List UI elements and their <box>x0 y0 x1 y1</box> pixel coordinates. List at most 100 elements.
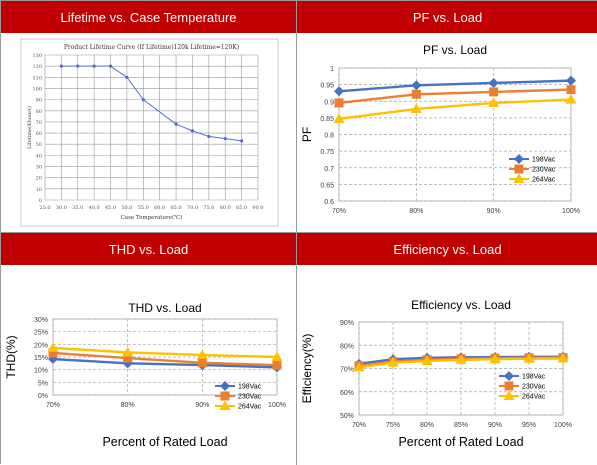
y-axis-label: Lifetime(Khours) <box>26 106 33 149</box>
data-point <box>123 353 133 363</box>
thd-panel: THD vs. Load 0% 5% 10% 15% 20% 25% 30% 70% 80% 90… <box>1 233 297 465</box>
data-point <box>421 355 433 366</box>
legend-marker <box>220 391 230 401</box>
data-point <box>92 64 96 68</box>
y-tick-label: 10% <box>34 368 48 375</box>
y-tick-label: 50 <box>36 142 42 148</box>
y-tick-label: 0.8 <box>324 133 334 140</box>
series-line <box>52 346 278 359</box>
y-tick-label: 100 <box>32 86 42 92</box>
data-point <box>223 137 227 141</box>
legend-label: 198Vac <box>532 157 556 164</box>
y-tick-label: 70 <box>36 120 42 126</box>
y-tick-label: 80 <box>36 109 42 115</box>
x-tick-label: 90.0 <box>252 205 263 211</box>
series-line <box>338 98 572 121</box>
legend-marker <box>514 154 524 164</box>
x-tick-label: 70% <box>46 402 60 409</box>
y-tick-label: 120 <box>32 64 42 70</box>
y-axis-label: Efficiency(%) <box>300 334 314 404</box>
data-point <box>59 64 63 68</box>
legend-marker <box>504 381 514 391</box>
legend-marker <box>220 381 230 391</box>
data-point <box>411 89 421 99</box>
data-point <box>76 64 80 68</box>
data-point <box>333 113 345 123</box>
data-point <box>190 129 195 133</box>
y-tick-label: 0 <box>39 198 42 204</box>
lifetime-panel: Lifetime vs. Case Temperature 25.0 30.0 35… <box>1 1 297 233</box>
data-point <box>122 346 134 357</box>
legend-label: 230Vac <box>522 384 546 391</box>
series-line <box>338 79 572 93</box>
efficiency-panel: Efficiency vs. Load 50% 60% 70% 80% 90% 70% 75… <box>297 233 597 465</box>
data-point <box>108 64 113 68</box>
pf-header: PF vs. Load <box>297 1 597 33</box>
x-tick-label: 60.0 <box>154 205 165 211</box>
y-tick-label: 130 <box>32 53 42 59</box>
data-point <box>48 348 58 358</box>
data-point <box>566 75 576 86</box>
series-line <box>52 351 278 367</box>
x-tick-label: 90% <box>488 422 502 429</box>
data-point <box>334 98 344 108</box>
y-axis-label: THD(%) <box>4 335 18 378</box>
chart-title: Efficiency vs. Load <box>411 298 511 312</box>
x-tick-label: 100% <box>268 402 286 409</box>
y-tick-label: 0.7 <box>324 166 334 173</box>
y-tick-label: 5% <box>38 380 48 387</box>
x-tick-label: 75% <box>386 422 400 429</box>
x-tick-label: 90% <box>487 208 501 215</box>
x-tick-label: 35.0 <box>72 205 83 211</box>
chart-title: Product Lifetime Curve (If Lifetime)120k… <box>64 44 239 51</box>
lifetime-header: Lifetime vs. Case Temperature <box>1 1 296 33</box>
data-point <box>557 353 569 363</box>
y-tick-label: 0.85 <box>320 116 334 123</box>
x-tick-label: 55.0 <box>138 205 149 211</box>
y-tick-label: 90% <box>340 320 354 327</box>
x-tick-label: 30.0 <box>56 205 67 211</box>
series-line <box>52 357 278 369</box>
y-tick-label: 0.6 <box>324 199 334 206</box>
y-tick-label: 30% <box>34 317 48 324</box>
pf-panel: PF vs. Load 0.6 0.65 0.7 0.75 0.8 0.85 0.9 0.95… <box>297 1 597 233</box>
x-tick-label: 100% <box>554 422 572 429</box>
y-tick-label: 0.95 <box>320 83 334 90</box>
y-tick-label: 20 <box>36 176 42 182</box>
y-tick-label: 25% <box>34 330 48 337</box>
x-tick-label: 80.0 <box>220 205 231 211</box>
x-tick-label: 90% <box>195 402 209 409</box>
legend-label: 230Vac <box>238 394 262 401</box>
x-tick-label: 100% <box>562 208 580 215</box>
data-point <box>566 85 576 95</box>
data-point <box>271 351 283 361</box>
y-tick-label: 90 <box>36 98 42 104</box>
x-tick-label: 70% <box>332 208 346 215</box>
y-tick-label: 80% <box>340 343 354 350</box>
data-point <box>455 354 467 364</box>
legend-label: 264Vac <box>522 394 546 401</box>
pf-chart: 0.6 0.65 0.7 0.75 0.8 0.85 0.9 0.95 1 70% 80% 90% 10… <box>300 43 580 215</box>
legend-label: 264Vac <box>238 404 262 411</box>
x-tick-label: 45.0 <box>105 205 116 211</box>
series-line <box>338 88 572 105</box>
x-tick-label: 70% <box>352 422 366 429</box>
x-tick-label: 80% <box>409 208 423 215</box>
x-tick-label: 50.0 <box>121 205 132 211</box>
legend-marker <box>503 390 515 400</box>
legend-label: 198Vac <box>238 384 262 391</box>
y-tick-label: 0% <box>38 393 48 400</box>
data-point <box>207 134 211 139</box>
y-tick-label: 0.9 <box>324 99 334 106</box>
y-tick-label: 110 <box>32 75 42 81</box>
y-tick-label: 30 <box>36 165 42 171</box>
y-tick-label: 40 <box>36 153 42 159</box>
legend-marker <box>514 164 524 174</box>
y-tick-label: 50% <box>340 413 354 420</box>
data-point <box>197 358 207 368</box>
x-axis-label: Percent of Rated Load <box>102 435 227 449</box>
chart-title: THD vs. Load <box>128 301 201 315</box>
y-tick-label: 0.75 <box>320 149 334 156</box>
thd-chart: 0% 5% 10% 15% 20% 25% 30% 70% 80% 90% 100% THD vs. … <box>4 301 286 449</box>
